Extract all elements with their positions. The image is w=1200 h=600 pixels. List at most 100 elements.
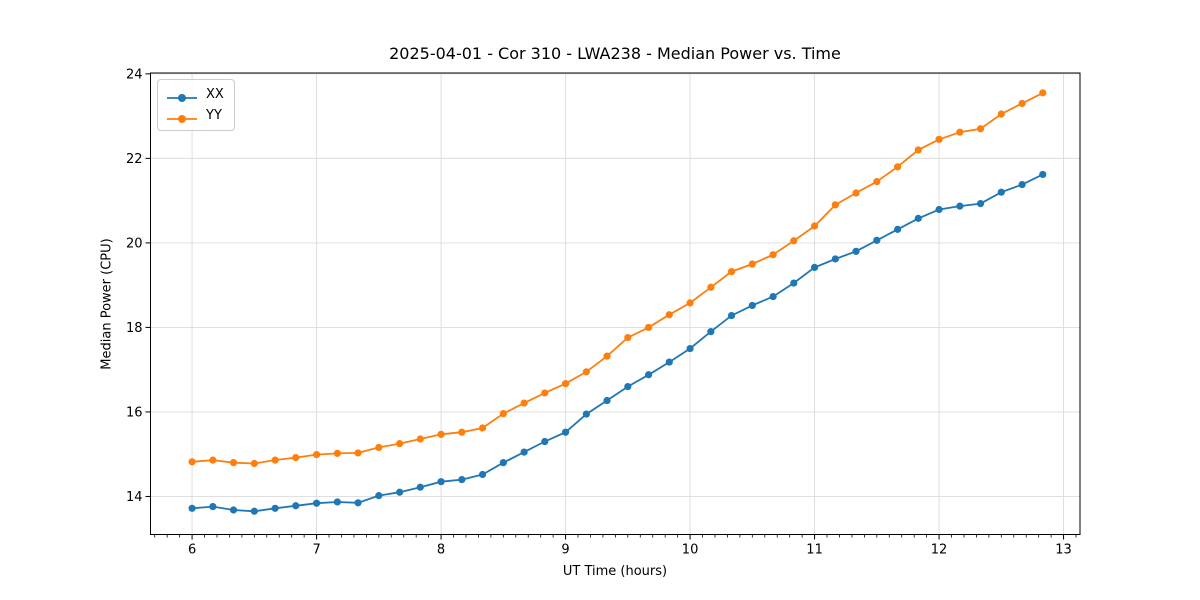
y-tick-label: 22 [126,152,143,167]
series-yy-marker [624,333,632,342]
series-yy-marker [956,128,964,136]
series-yy-marker [354,449,362,457]
series-xx-marker [478,470,487,479]
series-yy-marker [873,178,881,186]
series-xx-marker [520,448,528,456]
series-xx-marker [665,358,673,366]
series-yy-marker [748,260,756,268]
x-tick-label: 6 [188,543,196,558]
series-yy-marker [458,428,466,436]
series-xx-marker [354,499,362,507]
series-yy-marker [665,311,673,319]
series-xx-marker [603,396,611,405]
x-tick-label: 10 [682,543,699,558]
series-xx-marker [396,488,404,496]
y-tick-label: 24 [126,67,143,82]
x-tick-label: 12 [931,543,948,558]
legend-label-yy: YY [206,107,222,123]
series-yy-marker [478,424,487,432]
series-yy-marker [603,352,611,360]
series-yy-marker [645,323,653,332]
series-yy-marker [810,222,819,230]
y-tick-label: 16 [126,405,143,420]
legend: XX YY [157,79,235,131]
series-xx-marker [541,437,549,446]
series-xx-marker [229,506,238,514]
series-yy-marker [1039,89,1047,97]
x-tick-label: 8 [437,543,445,558]
y-tick-label: 20 [126,236,143,251]
series-yy-marker [520,399,528,407]
series-xx-marker [437,478,445,486]
series-xx-marker-icon [166,89,198,102]
series-yy-marker [561,380,570,388]
series-yy-marker [292,453,300,462]
series-xx-marker [997,188,1005,196]
y-tick-label: 14 [126,490,143,505]
series-yy-marker [790,237,798,245]
series-xx-marker [727,311,736,320]
series-yy-marker [852,189,860,197]
series-xx-marker [645,371,653,379]
series-yy-marker [727,268,736,276]
series-xx-marker [250,507,258,515]
series-xx-marker [894,225,902,233]
series-xx-marker [188,504,196,512]
series-xx-marker [707,328,715,336]
series-xx-marker [935,205,943,214]
series-yy-marker [437,430,445,438]
series-xx-line [192,173,1044,513]
x-tick-label: 7 [312,543,320,558]
series-xx-marker [624,382,632,391]
series-xx-marker [873,236,881,244]
series-xx-marker [1018,180,1026,189]
series-yy-marker [416,435,424,443]
series-yy-marker [894,163,902,171]
x-tick-label: 11 [806,543,823,558]
series-xx-marker [333,498,341,506]
series-xx-marker [769,292,777,301]
series-xx-marker [956,202,964,210]
legend-entry-xx: XX [166,85,224,104]
series-yy-marker [499,410,507,418]
series-yy-marker [831,201,839,209]
series-xx-marker [831,255,839,263]
series-xx-marker [852,247,860,255]
series-yy-marker [707,283,715,291]
series-xx-marker [1039,170,1047,179]
series-yy-marker [209,456,217,464]
series-xx-marker [582,410,590,418]
series-xx-marker [914,214,922,222]
series-xx-marker [312,499,321,507]
series-yy-marker [541,389,549,397]
legend-label-xx: XX [206,86,224,102]
series-yy-marker [935,135,943,143]
series-yy-marker [1018,99,1026,108]
series-yy-marker [333,449,341,457]
x-axis-label: UT Time (hours) [562,564,668,579]
series-xx-marker [561,428,570,436]
series-yy-marker [396,440,404,448]
series-xx-marker [976,199,985,208]
series-xx-marker [499,459,507,467]
series-xx-marker [748,301,756,310]
series-xx-marker [292,502,300,510]
x-tick-label: 13 [1055,543,1072,558]
series-xx-marker [790,279,798,287]
series-yy-marker [229,459,238,467]
legend-entry-yy: YY [166,106,224,125]
series-yy-marker [188,458,196,466]
axes-frame [150,72,1081,535]
series-yy-marker [997,110,1005,118]
series-xx-marker [375,492,383,500]
series-xx-marker [458,475,466,484]
x-tick-label: 9 [561,543,569,558]
series-yy-marker [375,443,383,452]
series-yy-marker [250,459,258,468]
series-yy-marker [769,251,777,259]
series-yy-marker [976,125,985,133]
series-xx-marker [810,263,819,272]
series-yy-marker-icon [166,110,198,123]
series-xx-marker [271,504,279,512]
